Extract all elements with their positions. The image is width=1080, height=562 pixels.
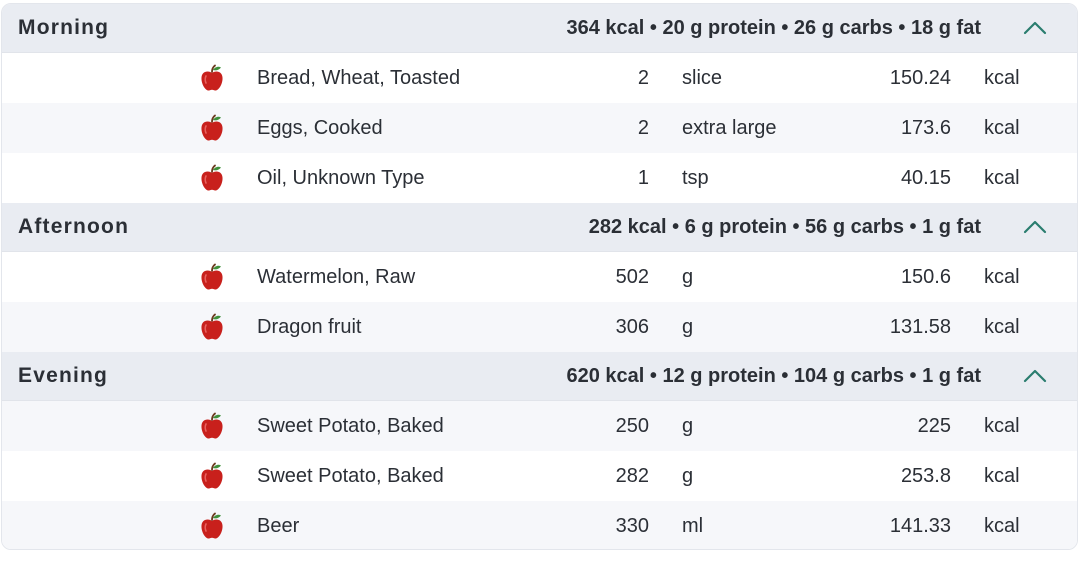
- food-name: Eggs, Cooked: [257, 117, 383, 139]
- apple-icon: [199, 512, 225, 540]
- meal-section-afternoon: Afternoon 282 kcal • 6 g protein • 56 g …: [2, 203, 1077, 352]
- food-unit: g: [682, 465, 694, 487]
- chevron-up-icon[interactable]: [1021, 215, 1049, 239]
- food-row[interactable]: Dragon fruit 306 g 131.58 kcal: [2, 302, 1077, 352]
- calorie-unit: kcal: [984, 415, 1020, 437]
- calorie-unit: kcal: [984, 465, 1020, 487]
- food-unit: g: [682, 266, 694, 288]
- food-quantity: 2: [637, 117, 649, 139]
- calorie-unit: kcal: [984, 67, 1020, 89]
- food-name: Beer: [257, 515, 300, 537]
- meal-nutrition-summary: 282 kcal • 6 g protein • 56 g carbs • 1 …: [588, 216, 981, 238]
- meal-nutrition-summary: 620 kcal • 12 g protein • 104 g carbs • …: [566, 365, 981, 387]
- meal-section-evening: Evening 620 kcal • 12 g protein • 104 g …: [2, 352, 1077, 549]
- calorie-unit: kcal: [984, 117, 1020, 139]
- food-calories: 225: [917, 415, 951, 437]
- food-row[interactable]: Watermelon, Raw 502 g 150.6 kcal: [2, 252, 1077, 302]
- chevron-up-icon[interactable]: [1021, 16, 1049, 40]
- apple-icon: [199, 114, 225, 142]
- food-name: Watermelon, Raw: [257, 266, 416, 288]
- food-row[interactable]: Bread, Wheat, Toasted 2 slice 150.24 kca…: [2, 53, 1077, 103]
- calorie-unit: kcal: [984, 515, 1020, 537]
- food-quantity: 306: [615, 316, 649, 338]
- meal-header[interactable]: Evening 620 kcal • 12 g protein • 104 g …: [2, 352, 1077, 401]
- food-calories: 173.6: [900, 117, 951, 139]
- calorie-unit: kcal: [984, 266, 1020, 288]
- food-log: Morning 364 kcal • 20 g protein • 26 g c…: [1, 3, 1078, 550]
- food-quantity: 330: [615, 515, 649, 537]
- meal-nutrition-summary: 364 kcal • 20 g protein • 26 g carbs • 1…: [566, 17, 981, 39]
- food-quantity: 282: [615, 465, 649, 487]
- food-row[interactable]: Eggs, Cooked 2 extra large 173.6 kcal: [2, 103, 1077, 153]
- calorie-unit: kcal: [984, 167, 1020, 189]
- food-unit: slice: [682, 67, 723, 89]
- food-calories: 253.8: [900, 465, 951, 487]
- food-unit: tsp: [682, 167, 709, 189]
- food-quantity: 250: [615, 415, 649, 437]
- apple-icon: [199, 412, 225, 440]
- apple-icon: [199, 64, 225, 92]
- food-calories: 40.15: [900, 167, 951, 189]
- food-quantity: 2: [637, 67, 649, 89]
- food-calories: 131.58: [889, 316, 951, 338]
- food-unit: extra large: [682, 117, 777, 139]
- food-row[interactable]: Beer 330 ml 141.33 kcal: [2, 501, 1077, 549]
- food-name: Sweet Potato, Baked: [257, 415, 444, 437]
- food-unit: g: [682, 415, 694, 437]
- food-quantity: 502: [615, 266, 649, 288]
- meal-header[interactable]: Afternoon 282 kcal • 6 g protein • 56 g …: [2, 203, 1077, 252]
- food-name: Sweet Potato, Baked: [257, 465, 444, 487]
- food-row[interactable]: Oil, Unknown Type 1 tsp 40.15 kcal: [2, 153, 1077, 203]
- apple-icon: [199, 263, 225, 291]
- food-unit: g: [682, 316, 694, 338]
- food-name: Oil, Unknown Type: [257, 167, 425, 189]
- meal-name: Afternoon: [18, 215, 130, 238]
- apple-icon: [199, 462, 225, 490]
- food-calories: 141.33: [889, 515, 951, 537]
- food-calories: 150.6: [900, 266, 951, 288]
- meal-section-morning: Morning 364 kcal • 20 g protein • 26 g c…: [2, 4, 1077, 203]
- meal-name: Morning: [18, 16, 110, 39]
- food-row[interactable]: Sweet Potato, Baked 250 g 225 kcal: [2, 401, 1077, 451]
- calorie-unit: kcal: [984, 316, 1020, 338]
- meal-header[interactable]: Morning 364 kcal • 20 g protein • 26 g c…: [2, 4, 1077, 53]
- apple-icon: [199, 164, 225, 192]
- food-quantity: 1: [637, 167, 649, 189]
- meal-name: Evening: [18, 364, 109, 387]
- food-name: Bread, Wheat, Toasted: [257, 67, 461, 89]
- food-row[interactable]: Sweet Potato, Baked 282 g 253.8 kcal: [2, 451, 1077, 501]
- food-calories: 150.24: [889, 67, 951, 89]
- apple-icon: [199, 313, 225, 341]
- chevron-up-icon[interactable]: [1021, 364, 1049, 388]
- food-name: Dragon fruit: [257, 316, 362, 338]
- food-unit: ml: [682, 515, 704, 537]
